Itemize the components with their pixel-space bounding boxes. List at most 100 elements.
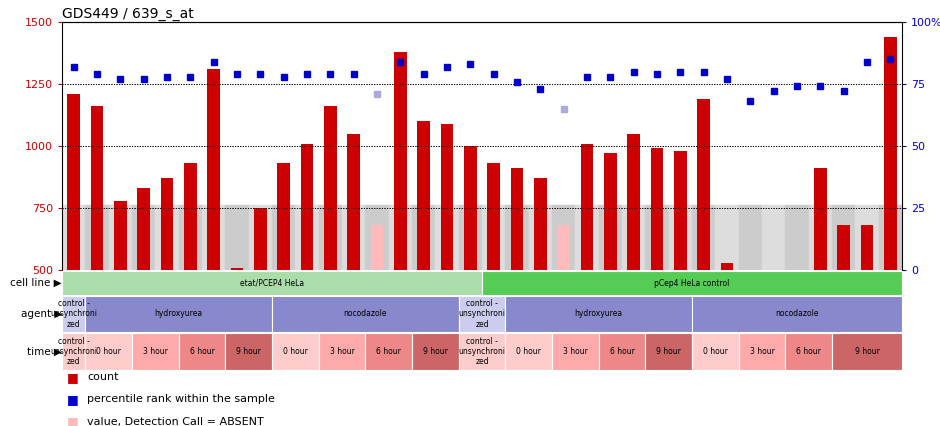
Bar: [650, 149, 664, 270]
Text: ■: ■: [67, 415, 78, 426]
Text: 9 hour: 9 hour: [854, 347, 880, 356]
Bar: [510, 168, 524, 270]
Bar: [506, 296, 692, 332]
Bar: [295, 205, 319, 270]
Text: control -
unsynchroni
zed: control - unsynchroni zed: [459, 337, 506, 366]
Bar: [785, 333, 832, 370]
Bar: [86, 333, 132, 370]
Bar: [370, 225, 384, 270]
Text: 3 hour: 3 hour: [143, 347, 167, 356]
Bar: [68, 94, 80, 270]
Bar: [366, 333, 412, 370]
Bar: [86, 205, 109, 270]
Bar: [412, 205, 435, 270]
Bar: [767, 270, 780, 288]
Bar: [347, 134, 360, 270]
Bar: [90, 106, 103, 270]
Bar: [791, 270, 804, 273]
Bar: [62, 333, 86, 370]
Text: 3 hour: 3 hour: [563, 347, 588, 356]
Bar: [86, 296, 272, 332]
Bar: [62, 271, 482, 295]
Text: etat/PCEP4 HeLa: etat/PCEP4 HeLa: [240, 279, 304, 288]
Text: 0 hour: 0 hour: [516, 347, 541, 356]
Bar: [855, 205, 879, 270]
Bar: [599, 205, 622, 270]
Bar: [226, 333, 272, 370]
Bar: [575, 205, 599, 270]
Bar: [179, 333, 226, 370]
Bar: [599, 333, 646, 370]
Bar: [603, 153, 617, 270]
Bar: [62, 205, 86, 270]
Bar: [132, 333, 179, 370]
Bar: [739, 205, 762, 270]
Bar: [721, 262, 733, 270]
Text: cell line ▶: cell line ▶: [10, 278, 62, 288]
Bar: [254, 208, 267, 270]
Text: 9 hour: 9 hour: [656, 347, 682, 356]
Bar: [179, 205, 202, 270]
Bar: [739, 333, 785, 370]
Text: 0 hour: 0 hour: [703, 347, 728, 356]
Bar: [622, 205, 646, 270]
Bar: [744, 270, 757, 343]
Text: nocodazole: nocodazole: [776, 310, 819, 319]
Bar: [528, 205, 552, 270]
Bar: [552, 333, 599, 370]
Bar: [435, 205, 459, 270]
Bar: [155, 205, 179, 270]
Bar: [441, 124, 453, 270]
Text: 6 hour: 6 hour: [796, 347, 822, 356]
Bar: [534, 178, 547, 270]
Bar: [207, 69, 220, 270]
Text: 6 hour: 6 hour: [190, 347, 214, 356]
Bar: [277, 163, 290, 270]
Bar: [884, 37, 897, 270]
Text: hydroxyurea: hydroxyurea: [574, 310, 622, 319]
Text: agent ▶: agent ▶: [21, 309, 62, 319]
Bar: [814, 168, 827, 270]
Bar: [272, 333, 319, 370]
Bar: [557, 225, 570, 270]
Bar: [319, 205, 342, 270]
Text: ■: ■: [67, 393, 78, 406]
Bar: [697, 99, 710, 270]
Bar: [646, 205, 668, 270]
Bar: [272, 296, 459, 332]
Text: percentile rank within the sample: percentile rank within the sample: [87, 394, 275, 404]
Text: control -
unsynchroni
zed: control - unsynchroni zed: [50, 299, 97, 329]
Bar: [137, 188, 150, 270]
Bar: [394, 52, 407, 270]
Text: nocodazole: nocodazole: [344, 310, 387, 319]
Bar: [109, 205, 132, 270]
Text: time ▶: time ▶: [27, 346, 62, 357]
Bar: [692, 296, 902, 332]
Bar: [388, 205, 412, 270]
Text: 6 hour: 6 hour: [376, 347, 401, 356]
Bar: [832, 333, 902, 370]
Text: 9 hour: 9 hour: [236, 347, 261, 356]
Bar: [459, 205, 482, 270]
Bar: [506, 333, 552, 370]
Bar: [459, 296, 506, 332]
Bar: [581, 144, 593, 270]
Text: pCep4 HeLa control: pCep4 HeLa control: [654, 279, 729, 288]
Bar: [861, 225, 873, 270]
Bar: [342, 205, 366, 270]
Text: control -
unsynchroni
zed: control - unsynchroni zed: [459, 299, 506, 329]
Bar: [692, 333, 739, 370]
Bar: [552, 205, 575, 270]
Text: 0 hour: 0 hour: [96, 347, 121, 356]
Bar: [692, 205, 715, 270]
Bar: [417, 121, 431, 270]
Text: 0 hour: 0 hour: [283, 347, 307, 356]
Bar: [324, 106, 337, 270]
Text: count: count: [87, 372, 118, 382]
Bar: [366, 205, 388, 270]
Bar: [668, 205, 692, 270]
Text: 9 hour: 9 hour: [423, 347, 447, 356]
Bar: [506, 205, 528, 270]
Bar: [482, 271, 902, 295]
Bar: [482, 205, 506, 270]
